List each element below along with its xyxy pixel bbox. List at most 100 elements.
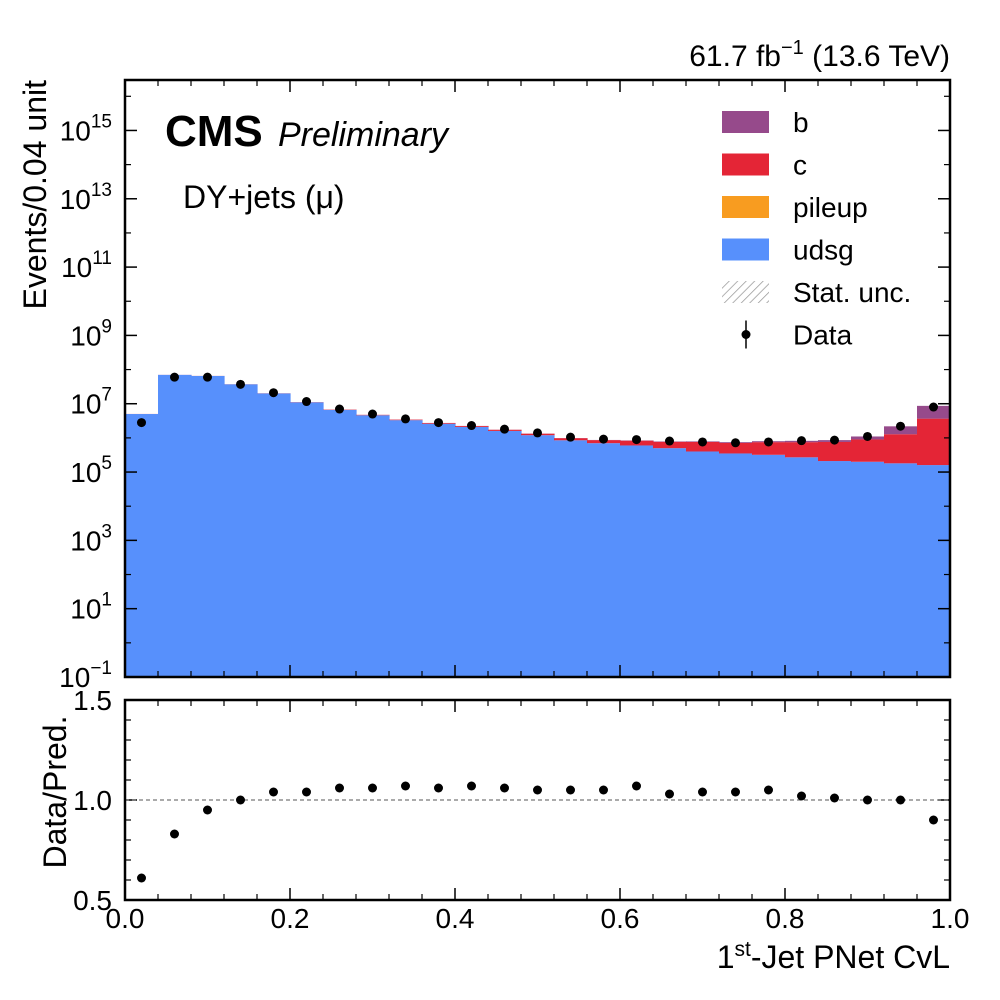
bar-udsg-6	[323, 409, 357, 677]
main-stack-bars	[125, 374, 951, 677]
ratio-point-3	[236, 795, 245, 805]
data-point-12	[533, 428, 542, 438]
legend-label-2: pileup	[793, 192, 868, 223]
bar-udsg-16	[653, 448, 687, 677]
bar-udsg-14	[587, 443, 621, 677]
data-point-15	[632, 435, 641, 445]
legend-swatch-c	[722, 153, 769, 176]
ratio-point-23	[896, 795, 905, 805]
ratio-point-19	[764, 785, 773, 795]
xtick-label-2: 0.4	[436, 903, 475, 934]
bar-udsg-21	[818, 461, 852, 677]
ratio-point-0	[137, 873, 146, 883]
bar-udsg-3	[224, 384, 258, 677]
main-ylabel: Events/0.04 unit	[17, 80, 53, 310]
ratio-point-16	[665, 789, 674, 799]
xtick-label-3: 0.6	[601, 903, 640, 934]
legend-swatch-pileup	[722, 196, 769, 218]
data-point-22	[863, 431, 872, 441]
lumi-label: 61.7 fb−1 (13.6 TeV)	[689, 37, 950, 73]
xtick-label-0: 0.0	[106, 903, 145, 934]
cms-label: CMS	[165, 107, 263, 156]
legend-label-1: c	[793, 150, 807, 181]
data-point-24	[929, 402, 938, 412]
ytick-label-2: 103	[70, 521, 112, 556]
ratio-ytick-label-0: 0.5	[73, 885, 112, 916]
bar-udsg-20	[785, 457, 819, 677]
ratio-point-22	[863, 795, 872, 805]
ytick-label-0: 10−1	[59, 658, 112, 693]
data-point-11	[500, 424, 509, 434]
bar-udsg-24	[917, 465, 951, 677]
legend-swatch-b	[722, 111, 769, 133]
bar-udsg-9	[422, 423, 456, 677]
preliminary-label: Preliminary	[278, 116, 450, 154]
ratio-point-18	[731, 787, 740, 797]
bar-udsg-2	[191, 375, 225, 677]
data-point-7	[368, 409, 377, 419]
ratio-point-9	[434, 783, 443, 793]
bar-udsg-0	[125, 414, 159, 677]
ratio-point-1	[170, 829, 179, 839]
ytick-label-4: 107	[70, 385, 112, 420]
data-point-9	[434, 418, 443, 428]
data-point-13	[566, 432, 575, 442]
ratio-point-4	[269, 787, 278, 797]
legend-label-4: Stat. unc.	[793, 277, 911, 308]
ratio-point-5	[302, 787, 311, 797]
data-point-1	[170, 372, 179, 382]
ratio-point-12	[533, 785, 542, 795]
ratio-point-8	[401, 781, 410, 791]
ratio-point-2	[203, 805, 212, 815]
channel-label: DY+jets (μ)	[183, 179, 345, 215]
bar-c-20	[785, 442, 819, 458]
main-plot-frame	[123, 78, 952, 679]
bar-udsg-23	[884, 463, 918, 677]
bar-udsg-8	[389, 420, 423, 677]
ytick-label-5: 109	[70, 316, 112, 351]
ratio-point-13	[566, 785, 575, 795]
data-point-18	[731, 438, 740, 448]
bar-c-21	[818, 441, 852, 462]
bar-udsg-19	[752, 454, 786, 677]
bar-b-24	[917, 405, 951, 419]
legend-swatch-udsg	[722, 238, 769, 261]
ratio-ytick-label-1: 1.0	[73, 785, 112, 816]
bar-c-17	[686, 441, 720, 452]
ratio-point-15	[632, 781, 641, 791]
bar-c-19	[752, 442, 786, 455]
data-point-23	[896, 421, 905, 431]
ratio-point-11	[500, 783, 509, 793]
bar-udsg-4	[257, 393, 291, 677]
data-point-0	[137, 418, 146, 428]
data-point-10	[467, 421, 476, 431]
xtick-label-4: 0.8	[766, 903, 805, 934]
data-point-5	[302, 397, 311, 407]
bar-udsg-1	[158, 374, 192, 677]
legend: bc pileup udsg Stat. unc. Data	[722, 107, 911, 351]
ratio-point-24	[929, 815, 938, 825]
data-point-3	[236, 379, 245, 389]
data-point-20	[797, 436, 806, 446]
legend-marker-data	[741, 330, 751, 339]
bar-udsg-13	[554, 440, 588, 677]
bar-udsg-22	[851, 461, 885, 677]
ratio-point-10	[467, 781, 476, 791]
ratio-point-6	[335, 783, 344, 793]
bar-udsg-11	[488, 430, 522, 677]
bar-c-22	[851, 439, 885, 462]
bar-c-24	[917, 418, 951, 466]
ytick-label-8: 1015	[60, 111, 112, 146]
bar-udsg-18	[719, 453, 753, 677]
ratio-point-21	[830, 793, 839, 803]
ytick-label-7: 1013	[60, 180, 112, 215]
ytick-label-6: 1011	[61, 248, 112, 283]
ratio-ylabel: Data/Pred.	[37, 716, 73, 869]
data-point-4	[269, 388, 278, 398]
bar-udsg-10	[455, 426, 489, 677]
bar-udsg-5	[290, 402, 324, 677]
ratio-ytick-label-2: 1.5	[73, 685, 112, 716]
data-point-8	[401, 414, 410, 424]
data-point-6	[335, 404, 344, 414]
